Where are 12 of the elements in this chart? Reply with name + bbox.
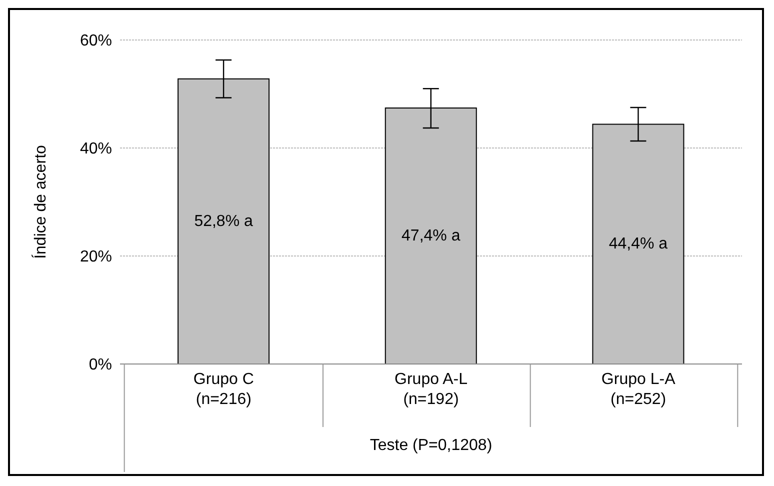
x-tick-label: Grupo A-L (n=192) <box>394 371 468 408</box>
y-tick-label: 40% <box>80 140 112 158</box>
x-tick-label: Grupo C (n=216) <box>193 371 254 408</box>
y-axis-title: Índice de acerto <box>32 144 50 259</box>
data-label: 47,4% a <box>402 228 460 245</box>
x-axis-title: Teste (P=0,1208) <box>370 437 492 454</box>
data-label: 44,4% a <box>608 236 668 253</box>
y-tick-label: 0% <box>88 356 112 374</box>
y-tick-label: 60% <box>80 32 112 50</box>
x-tick-label: Grupo L-A (n=252) <box>601 371 676 408</box>
data-label: 52,8% a <box>194 212 254 230</box>
y-tick-label: 20% <box>80 248 112 266</box>
